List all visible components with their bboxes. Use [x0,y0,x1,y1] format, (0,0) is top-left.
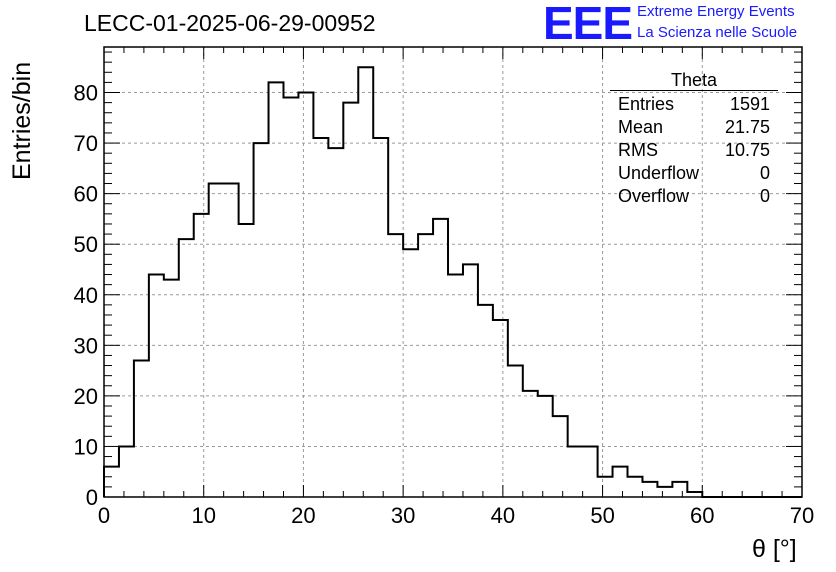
stats-row-underflow: Underflow 0 [610,162,778,185]
logo-subtitle-1: Extreme Energy Events [637,3,795,20]
plot-frame [103,46,803,498]
histogram-bin [104,467,119,497]
histogram-bin [508,366,523,497]
y-tick-label: 20 [74,384,98,409]
y-tick-label: 10 [74,434,98,459]
histogram-bin [583,446,598,497]
x-tick-label: 60 [690,503,714,528]
x-axis-label: θ [°] [752,535,797,563]
histogram-bin [403,249,418,497]
histogram-bin [672,482,687,497]
histogram-bin [568,446,583,497]
histogram-bin [448,275,463,497]
x-tick-label: 40 [491,503,515,528]
histogram-bin [343,103,358,497]
stats-label: Overflow [618,186,690,206]
histogram-bin [463,264,478,497]
histogram-bin [313,138,328,497]
stats-label: RMS [618,140,658,160]
histogram-bin [164,280,179,497]
stats-value: 0 [759,186,770,206]
histogram-bin [433,219,448,497]
histogram-series [103,66,802,498]
histogram-bin [119,446,134,497]
histogram-bin [239,224,254,497]
stats-label: Underflow [618,163,700,183]
y-tick-label: 80 [74,81,98,106]
histogram-bin [553,416,568,497]
eee-logo: EEE [543,0,633,49]
stats-label: Mean [618,117,664,137]
stats-value: 1591 [729,94,770,114]
x-tick-label: 10 [191,503,215,528]
stats-value: 21.75 [724,117,770,137]
histogram-bin [358,67,373,497]
x-tick-label: 0 [98,503,110,528]
histogram-bin [598,477,613,497]
y-tick-label: 70 [74,131,98,156]
stats-title: Theta [610,70,778,91]
x-tick-label: 70 [790,503,814,528]
histogram-bin [613,467,628,497]
histogram-bin [418,234,433,497]
histogram-bin [149,275,164,497]
x-tick-label: 50 [590,503,614,528]
stats-box: Theta Entries 1591 Mean 21.75 RMS 10.75 Und… [610,70,778,208]
histogram-bin [328,148,343,497]
x-tick-label: 20 [291,503,315,528]
histogram-bin [657,487,672,497]
logo-subtitle-2: La Scienza nelle Scuole [637,24,798,41]
histogram-bin [523,391,538,497]
histogram-bin [224,184,239,497]
histogram-bin [298,93,313,497]
histogram-bin [283,98,298,497]
histogram-bin [478,305,493,497]
histogram-bin [373,138,388,497]
y-tick-label: 40 [74,283,98,308]
stats-label: Entries [618,94,675,114]
histogram-bin [134,360,149,497]
histogram-bin [642,482,657,497]
stats-value: 10.75 [724,140,770,160]
histogram-bin [209,184,224,497]
stats-row-overflow: Overflow 0 [610,185,778,208]
histogram-bin [269,82,284,497]
histogram-bin [254,143,269,497]
histogram-bin [179,239,194,497]
y-axis-label: Entries/bin [8,61,36,180]
x-tick-label: 30 [391,503,415,528]
histogram-bin [388,234,403,497]
histogram-bin [493,320,508,497]
y-tick-label: 60 [74,182,98,207]
chart-title: LECC-01-2025-06-29-00952 [84,10,376,36]
stats-row-mean: Mean 21.75 [610,116,778,139]
y-tick-label: 30 [74,333,98,358]
y-tick-label: 0 [86,485,98,510]
stats-row-rms: RMS 10.75 [610,139,778,162]
stats-row-entries: Entries 1591 [610,93,778,116]
y-tick-label: 50 [74,232,98,257]
histogram-bin [628,477,643,497]
stats-value: 0 [759,163,770,183]
histogram-bin [194,214,209,497]
